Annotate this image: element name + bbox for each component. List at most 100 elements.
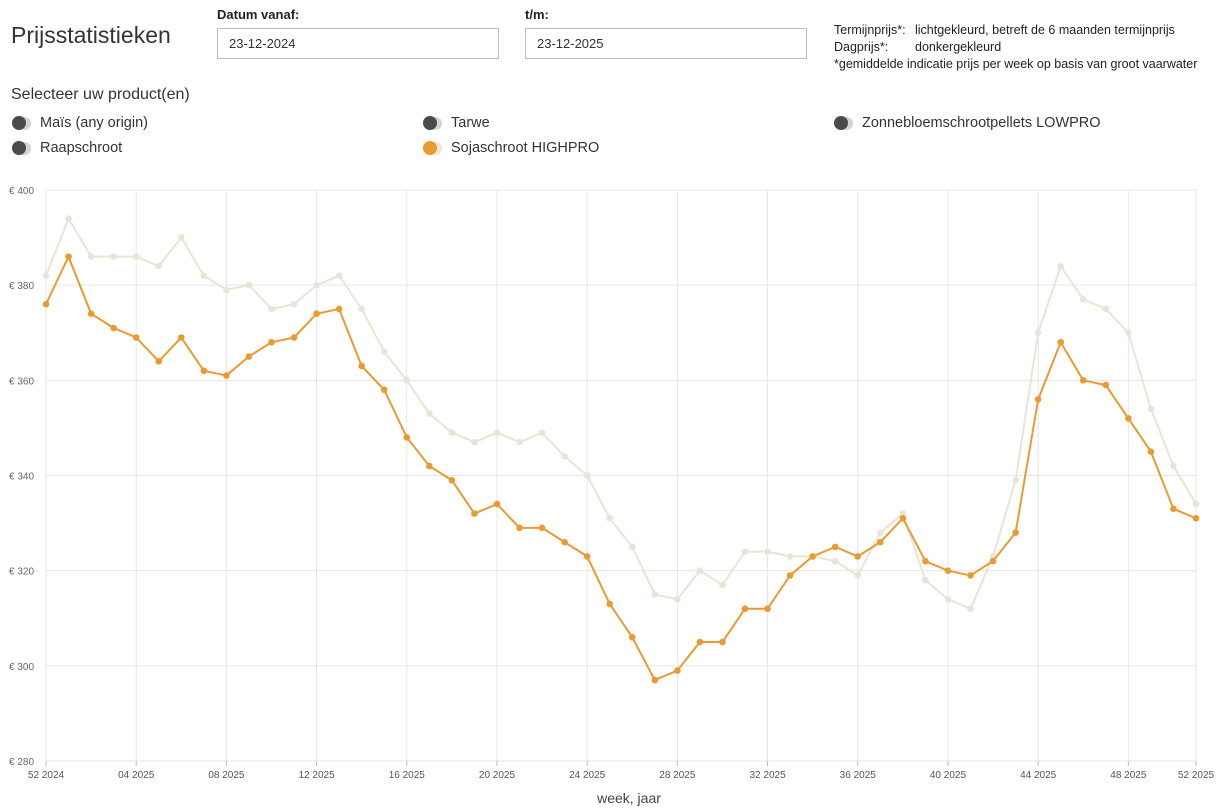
day-price-point[interactable] xyxy=(674,667,681,674)
toggle-switch-icon[interactable] xyxy=(423,116,445,130)
term-price-point[interactable] xyxy=(403,377,411,384)
term-price-point[interactable] xyxy=(177,234,185,241)
term-price-point[interactable] xyxy=(877,529,884,536)
term-price-point[interactable] xyxy=(65,215,72,222)
day-price-point[interactable] xyxy=(516,524,523,532)
day-price-point[interactable] xyxy=(899,515,907,522)
date-from-input[interactable]: 23-12-2024 xyxy=(217,28,499,59)
term-price-point[interactable] xyxy=(944,595,952,603)
toggle-switch-icon[interactable] xyxy=(12,141,34,155)
term-price-point[interactable] xyxy=(1034,329,1042,337)
day-price-point[interactable] xyxy=(831,543,839,551)
term-price-point[interactable] xyxy=(651,591,659,598)
term-price-point[interactable] xyxy=(290,300,298,308)
day-price-point[interactable] xyxy=(268,338,275,346)
term-price-point[interactable] xyxy=(448,429,456,436)
day-price-point[interactable] xyxy=(628,633,636,641)
term-price-point[interactable] xyxy=(426,410,433,417)
product-toggle-sojaschroot[interactable]: Sojaschroot HIGHPRO xyxy=(423,140,599,156)
day-price-point[interactable] xyxy=(335,305,343,313)
term-price-point[interactable] xyxy=(628,543,636,551)
term-price-point[interactable] xyxy=(313,281,320,289)
term-price-point[interactable] xyxy=(1125,329,1132,337)
day-price-point[interactable] xyxy=(854,553,862,560)
toggle-switch-icon[interactable] xyxy=(12,116,34,130)
term-price-point[interactable] xyxy=(1170,462,1177,470)
product-toggle-zonnebloemschroot[interactable]: Zonnebloemschrootpellets LOWPRO xyxy=(834,115,1101,131)
day-price-point[interactable] xyxy=(1012,529,1019,536)
term-price-point[interactable] xyxy=(583,472,591,479)
day-price-point[interactable] xyxy=(1125,415,1132,422)
product-toggle-mais[interactable]: Maïs (any origin) xyxy=(12,115,148,131)
term-price-point[interactable] xyxy=(674,595,681,603)
term-price-point[interactable] xyxy=(358,305,365,313)
term-price-point[interactable] xyxy=(471,438,478,446)
term-price-point[interactable] xyxy=(516,438,523,446)
day-price-point[interactable] xyxy=(944,567,952,574)
date-to-input[interactable]: 23-12-2025 xyxy=(525,28,807,59)
day-price-point[interactable] xyxy=(132,334,140,341)
term-price-point[interactable] xyxy=(132,253,140,260)
term-price-point[interactable] xyxy=(223,286,230,294)
day-price-point[interactable] xyxy=(538,524,546,532)
term-price-point[interactable] xyxy=(606,515,614,522)
term-price-point[interactable] xyxy=(854,572,862,579)
day-price-point[interactable] xyxy=(87,310,95,318)
toggle-switch-icon[interactable] xyxy=(834,116,856,130)
day-price-point[interactable] xyxy=(606,600,614,608)
term-price-point[interactable] xyxy=(1079,296,1087,303)
term-price-point[interactable] xyxy=(561,453,568,460)
day-price-point[interactable] xyxy=(922,557,929,565)
term-price-point[interactable] xyxy=(268,305,275,313)
day-price-point[interactable] xyxy=(426,462,433,470)
day-price-point[interactable] xyxy=(1192,515,1200,522)
day-price-point[interactable] xyxy=(380,386,388,394)
term-price-point[interactable] xyxy=(380,348,388,356)
term-price-point[interactable] xyxy=(1192,500,1200,508)
product-toggle-raapschroot[interactable]: Raapschroot xyxy=(12,140,122,156)
term-price-point[interactable] xyxy=(200,272,208,279)
day-price-point[interactable] xyxy=(1034,396,1042,403)
day-price-point[interactable] xyxy=(200,367,208,375)
day-price-point[interactable] xyxy=(1102,381,1110,389)
term-price-point[interactable] xyxy=(335,272,343,279)
day-price-point[interactable] xyxy=(245,353,253,360)
day-price-point[interactable] xyxy=(583,553,591,560)
day-price-point[interactable] xyxy=(313,310,320,318)
term-price-point[interactable] xyxy=(786,553,794,560)
term-price-point[interactable] xyxy=(155,262,163,270)
term-price-point[interactable] xyxy=(1012,476,1019,484)
day-price-point[interactable] xyxy=(448,476,456,484)
day-price-point[interactable] xyxy=(1079,377,1087,384)
day-price-point[interactable] xyxy=(177,334,185,341)
toggle-switch-icon[interactable] xyxy=(423,141,445,155)
day-price-point[interactable] xyxy=(967,572,974,579)
day-price-point[interactable] xyxy=(65,253,72,260)
day-price-point[interactable] xyxy=(741,605,749,613)
day-price-point[interactable] xyxy=(1057,338,1065,346)
day-price-point[interactable] xyxy=(809,553,816,560)
day-price-point[interactable] xyxy=(786,572,794,579)
day-price-point[interactable] xyxy=(719,638,726,646)
term-price-point[interactable] xyxy=(899,510,907,517)
term-price-point[interactable] xyxy=(922,576,929,584)
day-price-point[interactable] xyxy=(1170,505,1177,513)
day-price-point[interactable] xyxy=(493,500,501,508)
term-price-point[interactable] xyxy=(764,548,771,555)
day-price-point[interactable] xyxy=(42,300,50,308)
term-price-point[interactable] xyxy=(1057,262,1065,270)
day-price-point[interactable] xyxy=(155,358,163,365)
day-price-point[interactable] xyxy=(696,638,704,646)
term-price-point[interactable] xyxy=(110,253,117,260)
day-price-point[interactable] xyxy=(989,557,997,565)
term-price-point[interactable] xyxy=(1102,305,1110,313)
term-price-point[interactable] xyxy=(967,605,974,613)
product-toggle-tarwe[interactable]: Tarwe xyxy=(423,115,490,131)
day-price-point[interactable] xyxy=(403,434,411,441)
term-price-point[interactable] xyxy=(741,548,749,555)
day-price-point[interactable] xyxy=(561,538,568,546)
day-price-point[interactable] xyxy=(764,605,771,613)
day-price-point[interactable] xyxy=(877,538,884,546)
term-price-point[interactable] xyxy=(719,581,726,589)
term-price-point[interactable] xyxy=(245,281,253,289)
